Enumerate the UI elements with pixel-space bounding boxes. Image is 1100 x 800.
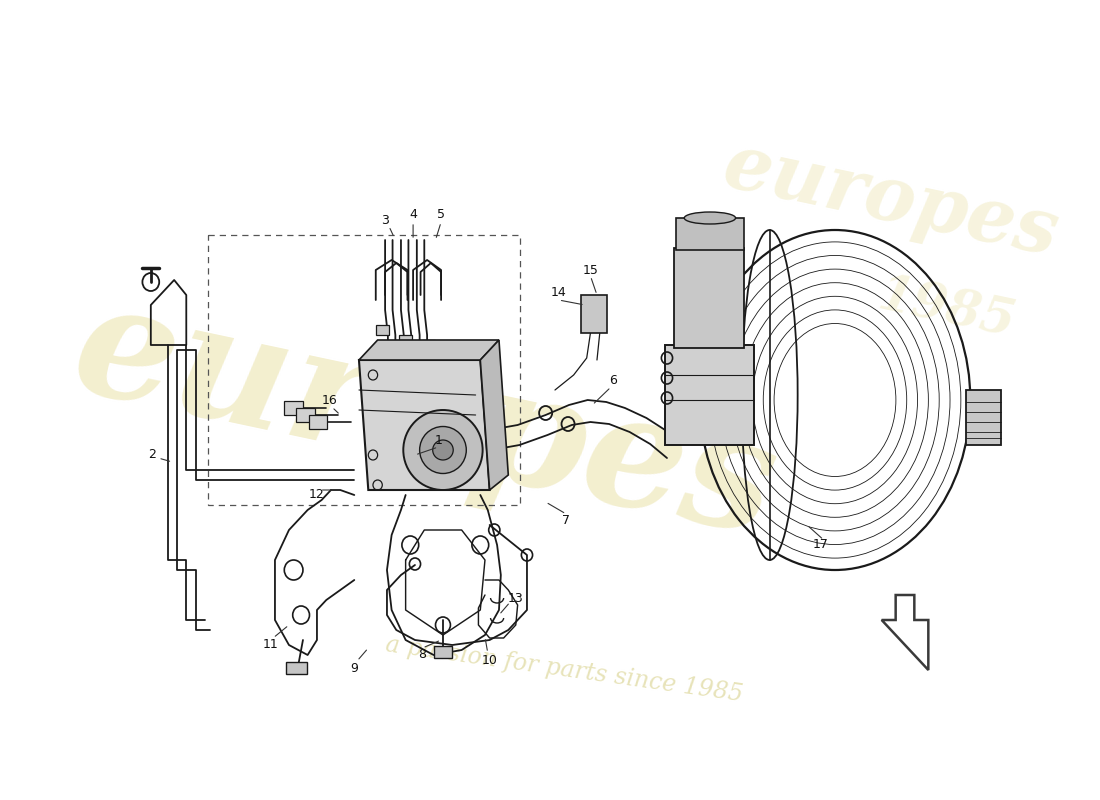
FancyBboxPatch shape (581, 295, 607, 333)
Text: 14: 14 (551, 286, 566, 298)
FancyBboxPatch shape (399, 335, 412, 345)
Text: 16: 16 (321, 394, 337, 406)
Ellipse shape (432, 440, 453, 460)
Text: 12: 12 (309, 489, 324, 502)
Text: 15: 15 (583, 263, 598, 277)
Polygon shape (359, 340, 499, 360)
FancyBboxPatch shape (422, 340, 436, 350)
FancyBboxPatch shape (296, 408, 315, 422)
Text: 13: 13 (508, 591, 524, 605)
Ellipse shape (404, 410, 483, 490)
FancyBboxPatch shape (286, 662, 307, 674)
FancyBboxPatch shape (376, 325, 388, 335)
Text: 4: 4 (409, 209, 417, 222)
Text: 17: 17 (813, 538, 829, 551)
Text: europes: europes (717, 129, 1065, 271)
FancyBboxPatch shape (666, 345, 754, 445)
Text: 2: 2 (147, 449, 156, 462)
Text: 1985: 1985 (873, 271, 1020, 349)
Ellipse shape (419, 426, 466, 474)
Text: a passion for parts since 1985: a passion for parts since 1985 (384, 634, 745, 706)
Polygon shape (481, 340, 508, 490)
FancyBboxPatch shape (966, 390, 1001, 445)
FancyBboxPatch shape (676, 218, 744, 250)
FancyBboxPatch shape (674, 248, 745, 348)
Text: 1: 1 (434, 434, 442, 446)
FancyBboxPatch shape (433, 646, 452, 658)
FancyBboxPatch shape (309, 415, 327, 429)
Text: 6: 6 (609, 374, 617, 386)
Text: 11: 11 (263, 638, 278, 651)
Text: 10: 10 (482, 654, 497, 666)
Polygon shape (359, 360, 490, 490)
Text: europes: europes (60, 270, 789, 570)
Text: 9: 9 (351, 662, 359, 674)
Ellipse shape (684, 212, 736, 224)
Text: 5: 5 (437, 209, 446, 222)
Text: 7: 7 (562, 514, 570, 526)
Text: 8: 8 (418, 649, 427, 662)
FancyBboxPatch shape (284, 401, 302, 415)
Text: 3: 3 (382, 214, 389, 226)
